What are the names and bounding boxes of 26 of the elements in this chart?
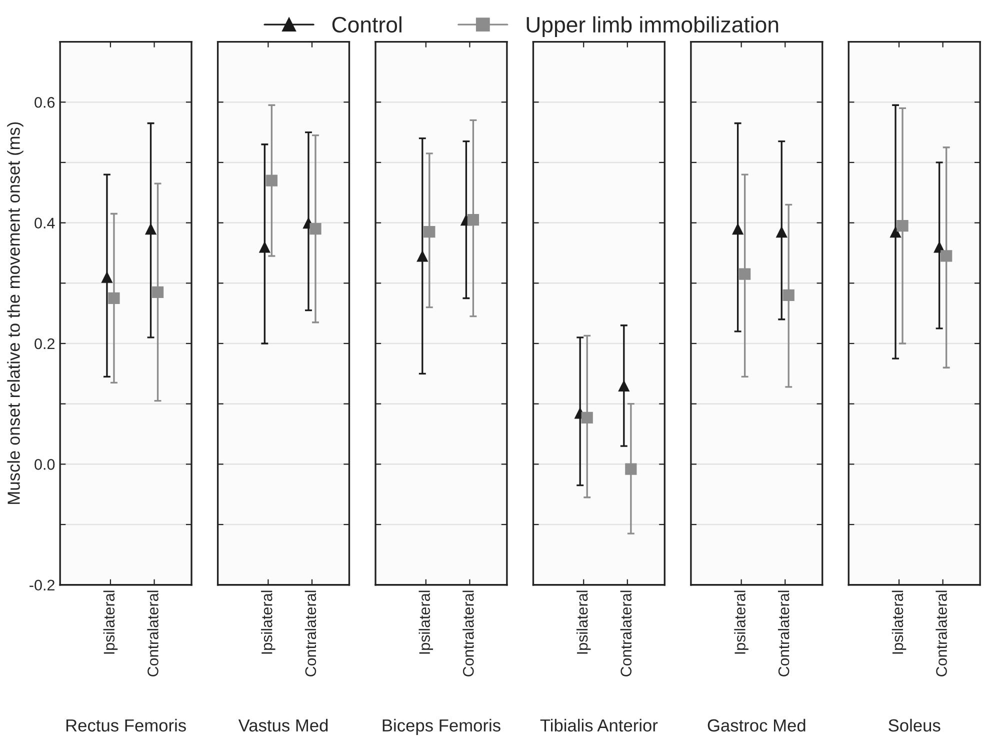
x-tick-label: Ipsilateral [261, 590, 276, 654]
x-axis-title: Vastus Med [238, 718, 328, 732]
x-tick-label: Ipsilateral [418, 590, 434, 654]
x-tick-label: Contralateral [778, 590, 790, 676]
y-axis-title: Muscle onset relative to the movement onset (ms) [7, 122, 24, 504]
x-tick-label: Contralateral [147, 590, 158, 676]
y-tick-label: 0.6 [34, 96, 55, 108]
x-tick-label: Ipsilateral [103, 590, 118, 654]
y-tick-label: 0.2 [34, 338, 54, 350]
x-axis-title: Rectus Femoris [66, 718, 186, 732]
x-tick-label: Ipsilateral [892, 590, 906, 654]
x-axis-title: Biceps Femoris [382, 718, 500, 736]
y-tick-label: 0.0 [34, 459, 55, 470]
x-tick-label: Ipsilateral [576, 590, 591, 654]
x-tick-label: Contralateral [304, 590, 316, 676]
x-axis-title: Soleus [888, 718, 940, 732]
x-axis-title: Gastroc Med [708, 718, 806, 732]
x-tick-label: Contralateral [936, 590, 947, 676]
y-tick-label: -0.2 [30, 580, 54, 591]
x-tick-label: Contralateral [620, 590, 632, 676]
y-tick-label: 0.4 [34, 218, 55, 228]
legend-label: Control [332, 16, 402, 33]
legend-label: Upper limb immobilization [526, 16, 778, 37]
x-tick-label: Ipsilateral [734, 590, 748, 654]
x-axis-title: Tibialis Anterior [540, 718, 658, 732]
x-tick-label: Contralateral [462, 590, 474, 676]
